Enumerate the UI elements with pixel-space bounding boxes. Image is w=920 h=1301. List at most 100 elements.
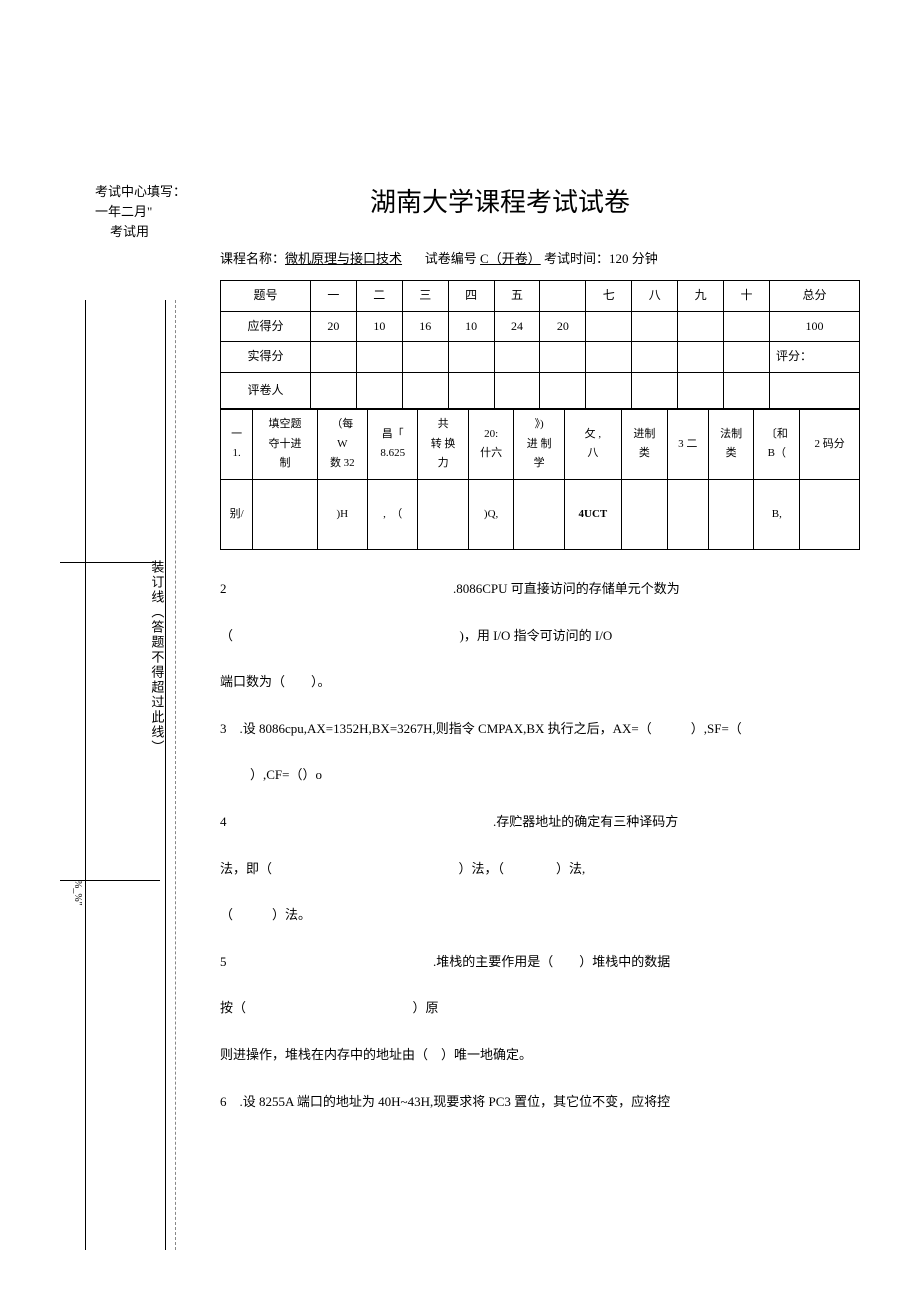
cell: 评卷人	[221, 372, 311, 408]
cell	[678, 311, 724, 342]
cell: 20	[540, 311, 586, 342]
cell: 100	[769, 311, 859, 342]
q5-text3: ）原	[413, 1000, 439, 1015]
cell	[356, 372, 402, 408]
table-row: 评卷人	[221, 372, 860, 408]
question-2-cont: （ )，用 I/O 指令可访问的 I/O	[220, 622, 860, 651]
cell	[667, 479, 708, 549]
cell	[724, 311, 770, 342]
cell	[540, 372, 586, 408]
cell	[678, 342, 724, 373]
cell	[724, 372, 770, 408]
cell: 24	[494, 311, 540, 342]
header-cell: 十	[724, 281, 770, 312]
cell	[800, 479, 860, 549]
cell	[586, 311, 632, 342]
cell	[356, 342, 402, 373]
course-prefix: 课程名称：	[220, 251, 285, 266]
cell	[708, 479, 754, 549]
cell: 共 转 换 力	[418, 409, 468, 479]
fill-blank-table: 一 1. 填空题 夺十进 制 （每 W 数 32 昌「 8.625 共 转 换 …	[220, 409, 860, 550]
q4-text2: 法，即（	[220, 861, 272, 876]
question-5-cont: 按（ ）原	[220, 994, 860, 1023]
table-row: 实得分 评分：	[221, 342, 860, 373]
question-4: 4 .存贮器地址的确定有三种译码方	[220, 808, 860, 837]
score-table: 题号 一 二 三 四 五 七 八 九 十 总分 应得分 20 10 16 10 …	[220, 280, 860, 409]
questions-block: 2 .8086CPU 可直接访问的存储单元个数为 （ )，用 I/O 指令可访问…	[220, 575, 860, 1116]
header-cell: 一	[310, 281, 356, 312]
header-cell: 二	[356, 281, 402, 312]
cell: )H	[317, 479, 367, 549]
header-cell: 五	[494, 281, 540, 312]
cell: , （	[368, 479, 418, 549]
q2-paren: （	[220, 628, 233, 643]
small-mark: %_%"	[68, 880, 86, 906]
question-3: 3 .设 8086cpu,AX=1352H,BX=3267H,则指令 CMPAX…	[220, 715, 860, 744]
q2-num: 2	[220, 581, 227, 596]
cell: 填空题 夺十进 制	[253, 409, 317, 479]
cell: 10	[356, 311, 402, 342]
question-6: 6 .设 8255A 端口的地址为 40H~43H,现要求将 PC3 置位，其它…	[220, 1088, 860, 1117]
cell: 法制 类	[708, 409, 754, 479]
question-5-end: 则进操作，堆栈在内存中的地址由（ ）唯一地确定。	[220, 1041, 860, 1070]
cell: 20: 什六	[468, 409, 514, 479]
exam-use-note: 考试用	[110, 220, 149, 243]
cell	[253, 479, 317, 549]
q5-text: .堆栈的主要作用是（ ）堆栈中的数据	[433, 954, 670, 969]
course-name: 微机原理与接口技术	[285, 251, 402, 266]
cell	[632, 311, 678, 342]
cell: 4UCT	[564, 479, 621, 549]
paper-code: C（开卷）	[480, 251, 541, 266]
q5-text2: 按（	[220, 1000, 246, 1015]
header-cell: 四	[448, 281, 494, 312]
cell	[448, 342, 494, 373]
header-cell: 八	[632, 281, 678, 312]
horizontal-line-1	[60, 562, 160, 563]
cell: 》) 进 制 学	[514, 409, 564, 479]
cell	[632, 372, 678, 408]
cell: 攵 , 八	[564, 409, 621, 479]
cell	[310, 372, 356, 408]
horizontal-line-2	[60, 880, 160, 881]
cell	[418, 479, 468, 549]
left-border-line	[85, 300, 86, 1250]
cell	[448, 372, 494, 408]
cell: 一 1.	[221, 409, 253, 479]
cell: （每 W 数 32	[317, 409, 367, 479]
cell	[402, 342, 448, 373]
cell: )Q,	[468, 479, 514, 549]
q4-num: 4	[220, 814, 227, 829]
cell: 昌「 8.625	[368, 409, 418, 479]
exam-time: 120 分钟	[609, 251, 658, 266]
cell: 3 二	[667, 409, 708, 479]
question-4-end: （ ）法。	[220, 901, 860, 930]
question-3-cont: ）,CF=（）o	[220, 761, 860, 790]
table-row: 题号 一 二 三 四 五 七 八 九 十 总分	[221, 281, 860, 312]
table-row: 别/ )H , （ )Q, 4UCT B,	[221, 479, 860, 549]
cell: 〔和 B（	[754, 409, 800, 479]
header-cell: 题号	[221, 281, 311, 312]
question-5: 5 .堆栈的主要作用是（ ）堆栈中的数据	[220, 948, 860, 977]
header-cell	[540, 281, 586, 312]
cell: 2 码分	[800, 409, 860, 479]
cell: B,	[754, 479, 800, 549]
cell	[494, 372, 540, 408]
cell	[586, 372, 632, 408]
cell	[724, 342, 770, 373]
cell	[586, 342, 632, 373]
cell	[540, 342, 586, 373]
header-cell: 七	[586, 281, 632, 312]
cell	[621, 479, 667, 549]
header-cell: 九	[678, 281, 724, 312]
course-info-line: 课程名称：微机原理与接口技术 试卷编号 C（开卷） 考试时间：120 分钟	[220, 247, 860, 270]
table-row: 应得分 20 10 16 10 24 20 100	[221, 311, 860, 342]
q2-text: .8086CPU 可直接访问的存储单元个数为	[453, 581, 680, 596]
cell: 实得分	[221, 342, 311, 373]
cell	[632, 342, 678, 373]
cell	[494, 342, 540, 373]
question-2-end: 端口数为（ ）。	[220, 668, 860, 697]
cell: 20	[310, 311, 356, 342]
header-cell: 总分	[769, 281, 859, 312]
q4-text3: ）法，（ ）法,	[459, 861, 586, 876]
paper-code-prefix: 试卷编号	[425, 251, 477, 266]
